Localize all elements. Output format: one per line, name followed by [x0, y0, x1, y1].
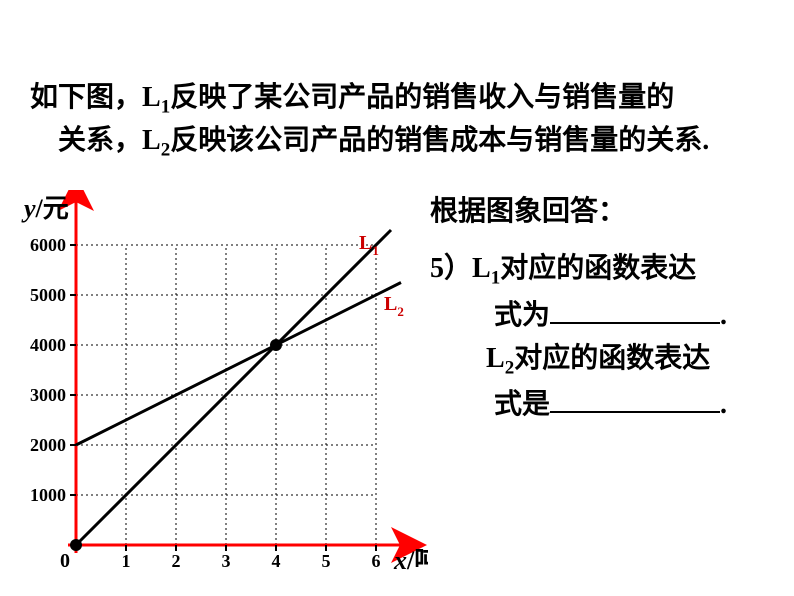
- svg-text:4: 4: [272, 551, 281, 571]
- q-number: 5）: [430, 253, 472, 284]
- q1-line2: 式为: [494, 300, 550, 331]
- svg-text:5: 5: [322, 551, 331, 571]
- q2-period: .: [720, 389, 727, 420]
- svg-text:4000: 4000: [30, 335, 66, 355]
- q1-sub: 1: [491, 268, 501, 289]
- intro-sub1: 1: [161, 97, 171, 118]
- q2-pre: L: [486, 343, 505, 374]
- q1-post: 对应的函数表达: [500, 253, 696, 284]
- chart-container: y/元 0123456100020003000400050006000x/吨L1…: [18, 190, 428, 590]
- svg-text:2: 2: [172, 551, 181, 571]
- blank-1: [550, 294, 720, 323]
- svg-text:3: 3: [222, 551, 231, 571]
- q2-sub: 2: [505, 357, 515, 378]
- blank-2: [550, 384, 720, 413]
- intro-text-b: 反映了某公司产品的销售收入与销售量的: [170, 82, 674, 113]
- question-header: 根据图象回答：: [430, 190, 780, 233]
- svg-text:0: 0: [60, 550, 70, 572]
- svg-text:L2: L2: [384, 293, 404, 319]
- intro-text: 如下图，L: [30, 82, 161, 113]
- chart-svg: 0123456100020003000400050006000x/吨L1L2: [18, 190, 428, 590]
- svg-text:3000: 3000: [30, 385, 66, 405]
- svg-text:x/吨: x/吨: [393, 546, 428, 575]
- svg-text:1: 1: [122, 551, 131, 571]
- q2-line2: 式是: [494, 389, 550, 420]
- q1-period: .: [720, 300, 727, 331]
- intro-text-2: 关系，L: [58, 125, 161, 156]
- q1-pre: L: [472, 253, 491, 284]
- svg-text:2000: 2000: [30, 435, 66, 455]
- q2-post: 对应的函数表达: [514, 343, 710, 374]
- svg-text:5000: 5000: [30, 285, 66, 305]
- svg-text:6000: 6000: [30, 235, 66, 255]
- svg-text:6: 6: [372, 551, 381, 571]
- intro-text-2b: 反映该公司产品的销售成本与销售量的关系.: [170, 125, 709, 156]
- intro-sub2: 2: [161, 140, 171, 161]
- y-axis-label: y/元: [24, 188, 69, 225]
- svg-text:1000: 1000: [30, 485, 66, 505]
